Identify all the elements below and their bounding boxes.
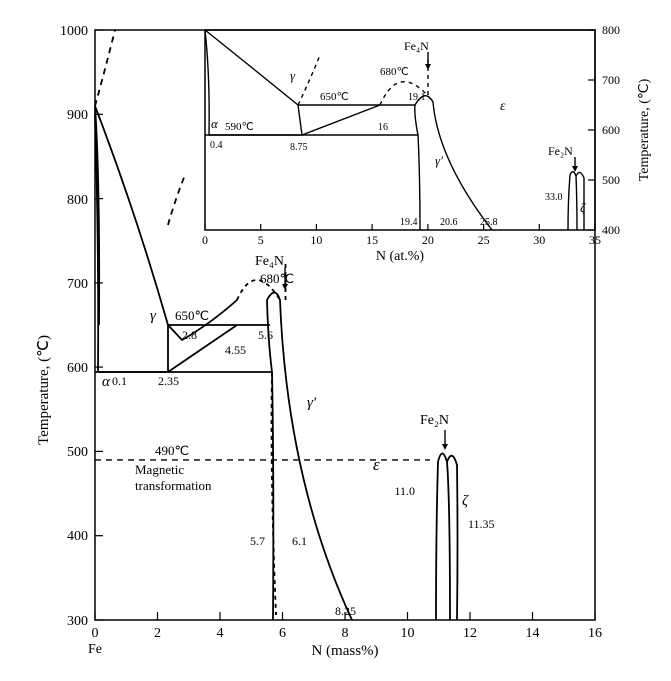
xtick-10: 10 bbox=[401, 626, 415, 641]
ipt-19.4: 19.4 bbox=[400, 217, 418, 228]
iytick-600: 600 bbox=[602, 123, 620, 137]
inset-fe2n: Fe₂N bbox=[548, 144, 573, 158]
xtick-6: 6 bbox=[279, 626, 286, 641]
pt-6.1: 6.1 bbox=[292, 534, 307, 548]
phase-diagram-figure: 300 400 500 600 700 800 900 1000 Tempera… bbox=[0, 0, 671, 681]
ipt-25.8: 25.8 bbox=[480, 217, 498, 228]
compound-fe2n: Fe₂N bbox=[420, 413, 449, 428]
xtick-0: 0 bbox=[92, 626, 99, 641]
xtick-12: 12 bbox=[463, 626, 477, 641]
iytick-500: 500 bbox=[602, 173, 620, 187]
ixtick-20: 20 bbox=[422, 233, 434, 247]
ytick-1000: 1000 bbox=[60, 24, 88, 39]
pt-8.25: 8.25 bbox=[335, 604, 356, 618]
pt-2.35: 2.35 bbox=[158, 374, 179, 388]
iso-650: 650℃ bbox=[175, 308, 209, 323]
xtick-14: 14 bbox=[526, 626, 540, 641]
ipt-16: 16 bbox=[378, 122, 388, 133]
inset-chart: 400 500 600 700 800 Temperature, (℃) 0 5… bbox=[202, 23, 652, 264]
ipt-19.1: 19.1 bbox=[408, 92, 426, 103]
iytick-400: 400 bbox=[602, 223, 620, 237]
inset-gprime: γ′ bbox=[435, 153, 443, 168]
phase-gamma-prime: γ′ bbox=[307, 395, 317, 411]
phase-zeta: ζ bbox=[462, 493, 469, 509]
inset-680: 680℃ bbox=[380, 66, 409, 78]
inset-y-label: Temperature, (℃) bbox=[637, 78, 652, 181]
ixtick-15: 15 bbox=[366, 233, 378, 247]
xtick-16: 16 bbox=[588, 626, 602, 641]
ytick-500: 500 bbox=[67, 445, 88, 460]
ipt-20.6: 20.6 bbox=[440, 217, 458, 228]
pt-5.6: 5.6 bbox=[258, 328, 273, 342]
inset-alpha: α bbox=[211, 116, 219, 131]
iytick-800: 800 bbox=[602, 23, 620, 37]
ixtick-0: 0 bbox=[202, 233, 208, 247]
ytick-600: 600 bbox=[67, 361, 88, 376]
ytick-900: 900 bbox=[67, 108, 88, 123]
x-axis-label: N (mass%) bbox=[311, 643, 378, 659]
y-axis-left: 300 400 500 600 700 800 900 1000 Tempera… bbox=[36, 24, 103, 629]
ipt-8.75: 8.75 bbox=[290, 142, 308, 153]
iso-490: 490℃ bbox=[155, 443, 189, 458]
inset-gamma: γ bbox=[290, 68, 296, 83]
phase-gamma: γ bbox=[150, 308, 157, 324]
ipt-0.4: 0.4 bbox=[210, 140, 223, 151]
ixtick-5: 5 bbox=[258, 233, 264, 247]
xtick-8: 8 bbox=[342, 626, 349, 641]
x-axis: 0 2 4 6 8 10 12 14 16 Fe N (mass%) bbox=[88, 612, 602, 659]
inset-x-label: N (at.%) bbox=[376, 249, 425, 264]
pt-5.7: 5.7 bbox=[250, 534, 265, 548]
xtick-4: 4 bbox=[217, 626, 224, 641]
inset-y-axis-right: 400 500 600 700 800 Temperature, (℃) bbox=[588, 23, 652, 237]
compound-fe4n: Fe₄N bbox=[255, 254, 284, 269]
xtick-2: 2 bbox=[154, 626, 161, 641]
ixtick-10: 10 bbox=[310, 233, 322, 247]
ixtick-25: 25 bbox=[478, 233, 490, 247]
y-axis-label: Temperature, (℃) bbox=[36, 335, 52, 445]
inset-590: 590℃ bbox=[225, 121, 254, 133]
magnetic-1: Magnetic bbox=[135, 462, 184, 477]
inset-fe4n: Fe₄N bbox=[404, 39, 429, 53]
inset-zeta: ζ bbox=[580, 200, 586, 215]
ipt-33.0: 33.0 bbox=[545, 192, 563, 203]
ytick-800: 800 bbox=[67, 193, 88, 208]
iso-680: 680℃ bbox=[260, 271, 294, 286]
pt-2.8: 2.8 bbox=[182, 328, 197, 342]
ixtick-35: 35 bbox=[589, 233, 601, 247]
ytick-300: 300 bbox=[67, 614, 88, 629]
pt-11.0: 11.0 bbox=[394, 484, 415, 498]
pt-11.35: 11.35 bbox=[468, 517, 495, 531]
inset-eps: ε bbox=[500, 99, 506, 114]
pt-0.1: 0.1 bbox=[112, 374, 127, 388]
phase-epsilon: ε bbox=[373, 455, 380, 474]
ixtick-30: 30 bbox=[533, 233, 545, 247]
x-origin-fe: Fe bbox=[88, 642, 102, 657]
iytick-700: 700 bbox=[602, 73, 620, 87]
phase-alpha: α bbox=[102, 374, 111, 390]
main-chart: 300 400 500 600 700 800 900 1000 Tempera… bbox=[36, 24, 602, 659]
ytick-700: 700 bbox=[67, 277, 88, 292]
inset-650: 650℃ bbox=[320, 91, 349, 103]
pt-4.55: 4.55 bbox=[225, 343, 246, 357]
magnetic-2: transformation bbox=[135, 478, 212, 493]
ytick-400: 400 bbox=[67, 529, 88, 544]
